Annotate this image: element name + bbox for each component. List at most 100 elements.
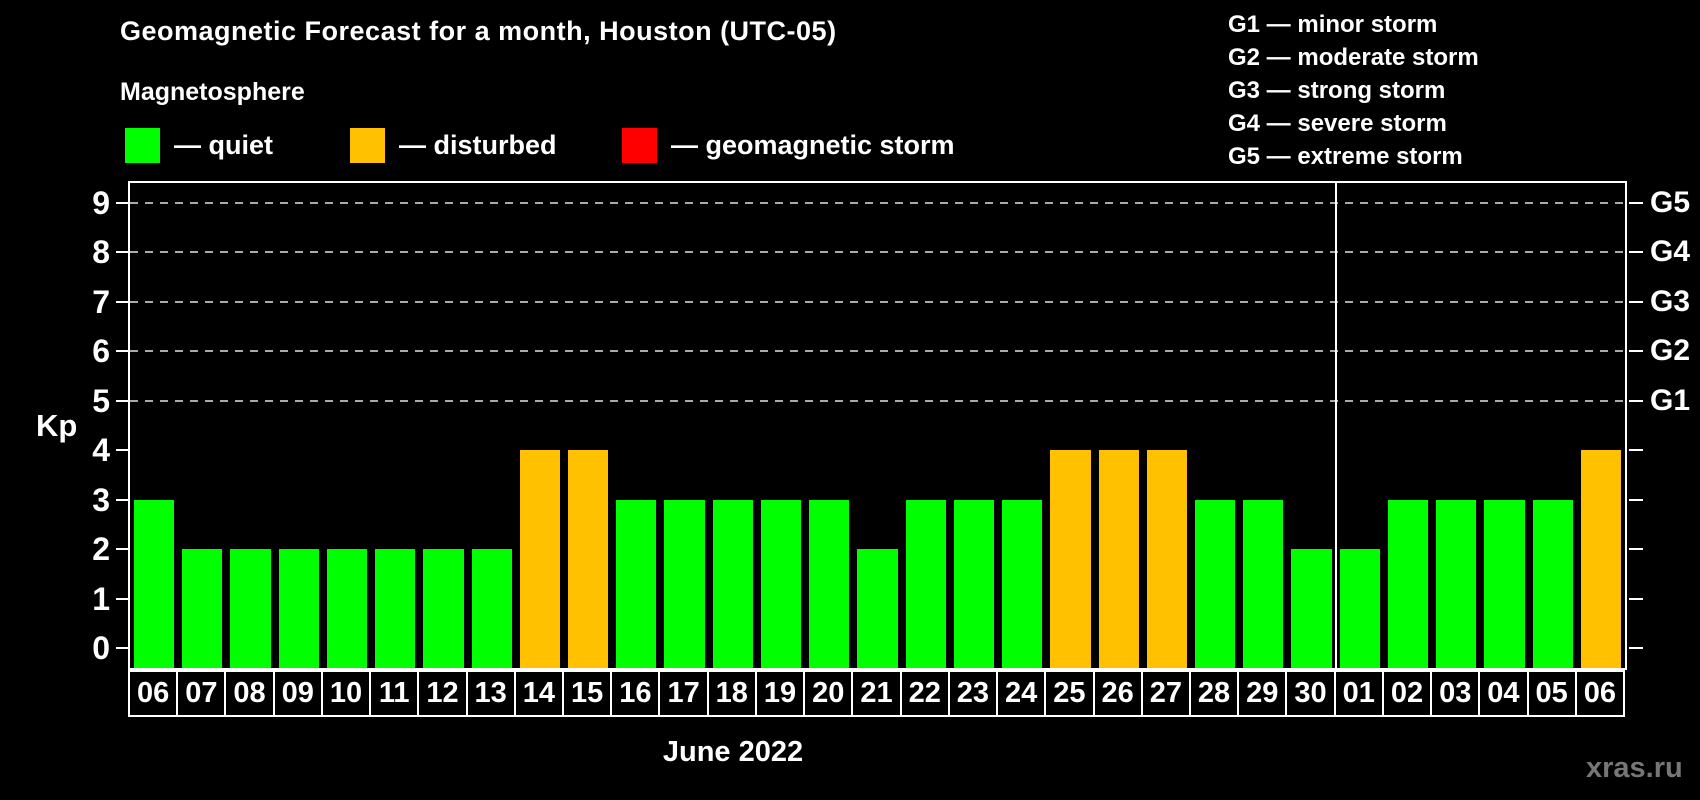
x-axis-title: June 2022 (662, 736, 804, 768)
watermark: xras.ru (1586, 752, 1683, 784)
gridline (130, 251, 1625, 254)
day-label-cell: 04 (1478, 670, 1529, 717)
y-axis-tick (116, 449, 130, 452)
right-axis-tick (1629, 399, 1643, 402)
right-axis-tick (1629, 350, 1643, 353)
day-label-cell: 19 (754, 670, 806, 717)
g-legend-line: G1 — minor storm (1228, 11, 1438, 38)
day-label-cell: 13 (465, 670, 516, 717)
kp-bar (857, 549, 898, 668)
kp-bar (423, 549, 464, 668)
kp-bar (134, 499, 175, 668)
day-label-cell: 16 (610, 670, 661, 717)
kp-bar (1291, 549, 1332, 668)
y-axis-tick (116, 300, 130, 303)
legend-item-storm: — geomagnetic storm (622, 128, 955, 163)
day-label-cell: 20 (803, 670, 854, 717)
y-axis-title: Kp (36, 408, 78, 443)
g-legend-line: G5 — extreme storm (1228, 143, 1463, 170)
kp-bar (953, 499, 995, 668)
kp-bar (375, 549, 416, 668)
gridline (130, 350, 1625, 353)
legend-item-label: — disturbed (399, 130, 557, 160)
y-axis-tick-label: 6 (92, 333, 110, 370)
right-axis-tick (1629, 300, 1643, 303)
kp-bar (760, 499, 802, 668)
legend-item-disturbed: — disturbed (350, 128, 557, 163)
kp-bar (1098, 450, 1139, 668)
disturbed-color-swatch (350, 128, 385, 163)
kp-bar (616, 499, 657, 668)
day-label-cell: 08 (224, 670, 275, 717)
g-legend-line: G3 — strong storm (1228, 77, 1446, 104)
day-label-cell: 11 (369, 670, 420, 717)
day-label-cell: 29 (1237, 670, 1288, 717)
legend-item-label: — quiet (174, 130, 273, 160)
right-axis-tick (1629, 498, 1643, 501)
y-axis-tick (116, 548, 130, 551)
g-scale-label: G5 (1650, 185, 1691, 219)
kp-bar (1194, 499, 1236, 668)
magnetosphere-label: Magnetosphere (120, 78, 305, 106)
y-axis-tick-label: 8 (92, 234, 110, 271)
y-axis-tick (116, 498, 130, 501)
right-axis-tick (1629, 201, 1643, 204)
gridline (130, 201, 1625, 204)
plot-area (128, 181, 1627, 670)
kp-bar (1436, 499, 1477, 668)
day-label-cell: 06 (128, 670, 179, 717)
g-scale-label: G3 (1650, 284, 1691, 318)
day-label-cell: 14 (513, 670, 565, 717)
day-label-cell: 24 (996, 670, 1047, 717)
storm-color-swatch (622, 128, 657, 163)
right-axis-tick (1629, 597, 1643, 600)
g-scale-label: G2 (1650, 334, 1691, 368)
day-label-cell: 23 (947, 670, 999, 717)
day-label-cell: 28 (1188, 670, 1240, 717)
y-axis-tick-label: 3 (92, 481, 110, 518)
y-axis-tick (116, 647, 130, 650)
kp-bar (905, 499, 946, 668)
kp-bar (1002, 499, 1043, 668)
day-label-cell: 03 (1430, 670, 1481, 717)
kp-bar (1484, 499, 1525, 668)
g-scale-label: G4 (1650, 235, 1691, 269)
day-label-cell: 10 (320, 670, 372, 717)
right-axis-tick (1629, 548, 1643, 551)
y-axis-tick-label: 7 (92, 283, 110, 320)
kp-bar (1339, 549, 1380, 668)
kp-bar (182, 549, 223, 668)
day-label-cell: 26 (1092, 670, 1143, 717)
gridline (130, 300, 1625, 303)
y-axis-tick-label: 4 (92, 432, 110, 469)
day-label-cell: 12 (417, 670, 468, 717)
y-axis-tick (116, 251, 130, 254)
day-label-cell: 09 (272, 670, 323, 717)
day-label-cell: 17 (658, 670, 709, 717)
day-label-cell: 22 (899, 670, 950, 717)
y-axis-tick (116, 399, 130, 402)
g-scale-legend: G1 — minor storm G2 — moderate storm G3 … (1228, 8, 1479, 173)
kp-bar (278, 549, 319, 668)
chart-title: Geomagnetic Forecast for a month, Housto… (120, 16, 837, 46)
day-label-cell: 18 (706, 670, 757, 717)
kp-bar (471, 549, 512, 668)
g-scale-label: G1 (1650, 383, 1691, 417)
gridline (130, 399, 1625, 402)
y-axis-tick (116, 350, 130, 353)
legend-item-quiet: — quiet (125, 128, 273, 163)
y-axis-tick-label: 2 (92, 531, 110, 568)
kp-bar (1243, 499, 1284, 668)
kp-bar (1580, 450, 1621, 668)
kp-bar (519, 450, 561, 668)
kp-bar (230, 549, 271, 668)
day-label-cell: 06 (1574, 670, 1625, 717)
day-label-cell: 27 (1140, 670, 1191, 717)
day-label-cell: 25 (1044, 670, 1095, 717)
kp-bar (664, 499, 705, 668)
day-label-cell: 01 (1333, 670, 1384, 717)
legend-item-label: — geomagnetic storm (671, 130, 955, 160)
y-axis-tick-label: 5 (92, 382, 110, 419)
day-label-cell: 02 (1381, 670, 1433, 717)
kp-bar (326, 549, 368, 668)
